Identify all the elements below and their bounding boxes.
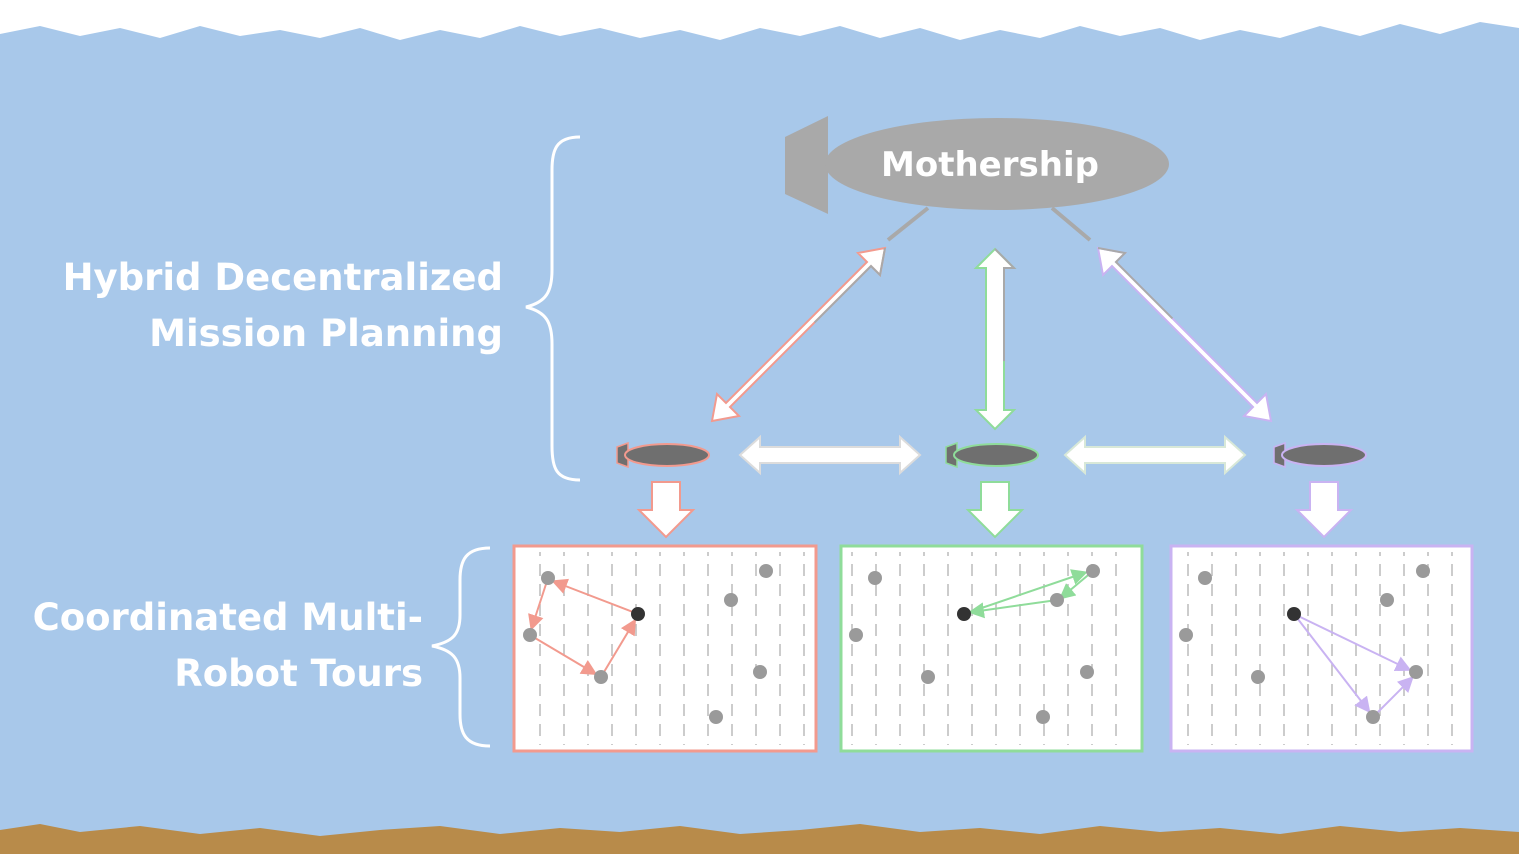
tour-panel-robot-1 (512, 544, 818, 753)
tours-label-line-2: Robot Tours (174, 652, 423, 695)
waypoint (1036, 710, 1050, 724)
waypoint (724, 593, 738, 607)
waypoint (594, 670, 608, 684)
mothership-icon (785, 116, 1169, 242)
depot (957, 607, 971, 621)
brace-icon (431, 546, 491, 748)
depot (631, 607, 645, 621)
waypoint (1366, 710, 1380, 724)
brace-icon (525, 135, 581, 482)
tour-panel-robot-2 (839, 544, 1144, 753)
waypoint (1416, 564, 1430, 578)
down-arrow-icon (965, 481, 1025, 539)
waypoint (849, 628, 863, 642)
depot (1287, 607, 1301, 621)
waypoint (759, 564, 773, 578)
double-arrow-icon (973, 247, 1017, 431)
down-arrow-icon (636, 481, 696, 539)
waypoint (1179, 628, 1193, 642)
planning-label-line-2: Mission Planning (149, 312, 503, 355)
waypoint (1409, 665, 1423, 679)
waypoint (1050, 593, 1064, 607)
waypoint (868, 571, 882, 585)
waypoint (1380, 593, 1394, 607)
waypoint (523, 628, 537, 642)
waypoint (753, 665, 767, 679)
waypoint (541, 571, 555, 585)
waypoint (1080, 665, 1094, 679)
planning-label-line-1: Hybrid Decentralized (62, 256, 503, 299)
mothership-label: Mothership (881, 145, 1099, 185)
waypoint (1251, 670, 1265, 684)
double-arrow-icon (738, 434, 922, 476)
waypoint (1198, 571, 1212, 585)
tour-panel-robot-3 (1169, 544, 1474, 753)
waypoint (709, 710, 723, 724)
tours-label-line-1: Coordinated Multi- (32, 596, 423, 639)
double-arrow-icon (1063, 434, 1247, 476)
waypoint (921, 670, 935, 684)
down-arrow-icon (1294, 481, 1354, 539)
auv-icon (1273, 441, 1367, 469)
seabed (0, 824, 1519, 854)
double-arrow-icon (710, 246, 887, 423)
waypoint (1086, 564, 1100, 578)
auv-icon (945, 441, 1039, 469)
sea-surface (0, 0, 1519, 40)
double-arrow-icon (1096, 246, 1273, 423)
auv-icon (616, 441, 710, 469)
